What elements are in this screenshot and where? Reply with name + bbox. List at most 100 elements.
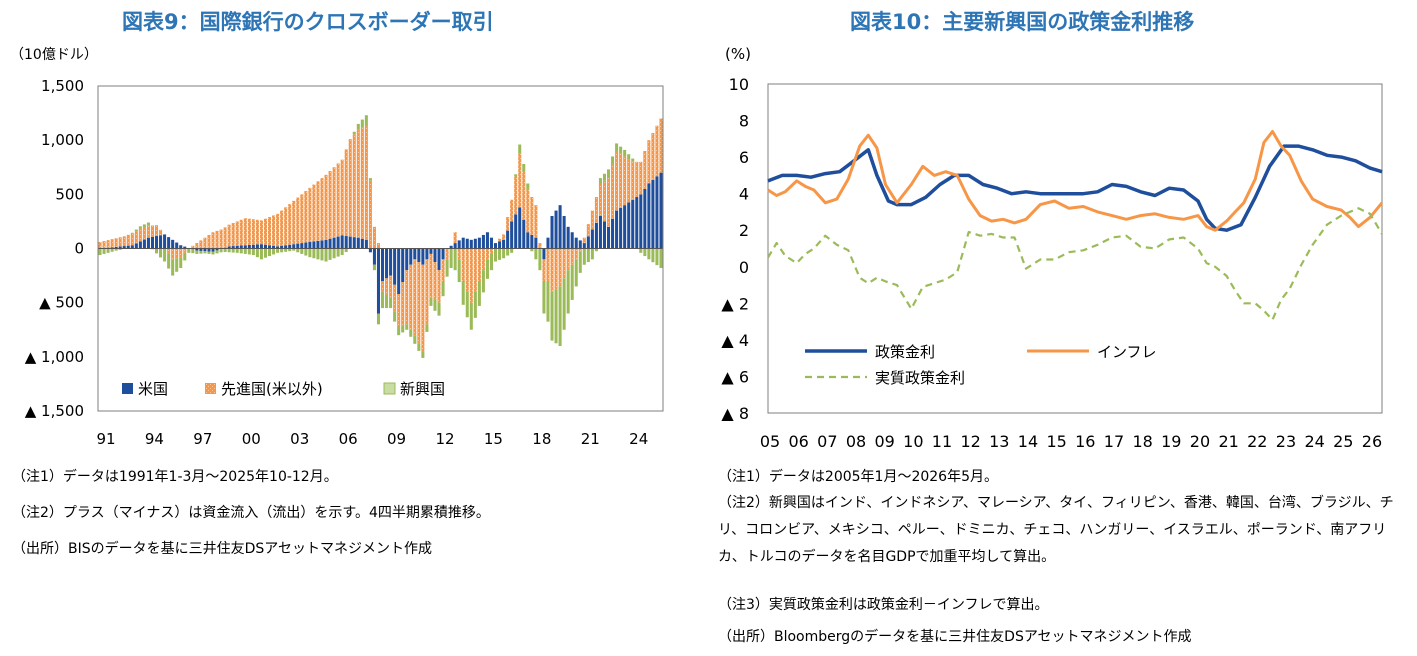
- left-bar-us: [126, 245, 130, 249]
- left-bar-emerging: [239, 248, 243, 254]
- left-bar-emerging: [247, 248, 251, 255]
- left-bar-us: [215, 248, 219, 251]
- right-x-tick-label: 10: [903, 432, 923, 451]
- left-bar-us: [304, 242, 308, 249]
- left-bar-us: [607, 226, 611, 249]
- left-bar-emerging: [389, 297, 393, 309]
- left-x-tick-label: 97: [193, 430, 212, 448]
- left-bar-us: [465, 238, 469, 249]
- left-bar-emerging: [146, 222, 150, 226]
- left-bar-us: [276, 246, 280, 249]
- left-bar-advanced: [453, 232, 457, 244]
- left-bar-us: [494, 243, 498, 249]
- right-y-tick-label: ▲ 2: [721, 294, 749, 313]
- right-plot-frame: [767, 83, 1383, 414]
- left-bar-emerging: [376, 313, 380, 325]
- left-bar-advanced: [526, 188, 530, 233]
- left-bar-emerging: [292, 248, 296, 251]
- left-bar-emerging: [530, 248, 534, 252]
- left-bar-advanced: [554, 248, 558, 290]
- left-bar-us: [167, 237, 171, 249]
- left-bar-us: [477, 237, 481, 249]
- left-bar-us: [522, 219, 526, 249]
- left-bar-advanced: [550, 248, 554, 292]
- left-bar-advanced: [344, 149, 348, 237]
- left-bar-emerging: [611, 156, 615, 165]
- left-bar-emerging: [284, 248, 288, 252]
- left-bar-us: [602, 221, 606, 249]
- left-bar-emerging: [602, 173, 606, 181]
- left-bar-us: [175, 242, 179, 249]
- left-bar-advanced: [316, 181, 320, 241]
- legend-label-emerging: 新興国: [400, 380, 445, 398]
- left-bar-us: [453, 243, 457, 249]
- left-bar-emerging: [510, 248, 514, 253]
- legend-label-real-policy-rate: 実質政策金利: [875, 369, 965, 387]
- left-bar-us: [481, 234, 485, 249]
- left-y-tick-label: ▲ 1,500: [25, 402, 84, 420]
- left-bar-us: [598, 216, 602, 249]
- left-bar-advanced: [514, 176, 518, 215]
- left-bar-us: [510, 221, 514, 249]
- left-bar-us: [413, 248, 417, 260]
- left-bar-us: [631, 199, 635, 249]
- left-bar-us: [586, 236, 590, 249]
- right-x-tick-label: 19: [1161, 432, 1181, 451]
- left-bar-us: [159, 235, 163, 249]
- left-y-tick-label: 0: [74, 240, 84, 258]
- left-bar-us: [183, 246, 187, 249]
- left-bar-advanced: [171, 248, 175, 260]
- left-bar-us: [643, 188, 647, 249]
- left-bar-us: [179, 245, 183, 249]
- left-bar-us: [627, 202, 631, 249]
- left-note-2: （注2）プラス（マイナス）は資金流入（流出）を示す。4四半期累積推移。: [12, 505, 490, 521]
- left-bar-emerging: [659, 248, 663, 268]
- left-bar-emerging: [554, 289, 558, 344]
- left-bar-emerging: [413, 335, 417, 344]
- left-bar-us: [211, 248, 215, 252]
- left-bar-emerging: [280, 248, 284, 253]
- right-x-tick-label: 08: [846, 432, 866, 451]
- left-bar-advanced: [336, 163, 340, 237]
- left-bar-advanced: [389, 275, 393, 298]
- left-bar-advanced: [489, 248, 493, 254]
- right-y-tick-label: 4: [739, 185, 749, 204]
- left-bar-advanced: [566, 248, 570, 271]
- left-bar-emerging: [534, 248, 538, 260]
- left-bar-advanced: [546, 248, 550, 281]
- right-note-4: （出所）Bloombergのデータを基に三井住友DSアセットマネジメント作成: [718, 629, 1192, 645]
- left-bar-us: [590, 229, 594, 249]
- left-bar-advanced: [530, 197, 534, 235]
- left-bar-emerging: [417, 343, 421, 351]
- right-series-line-policy-rate: [767, 144, 1383, 232]
- left-bar-us: [243, 245, 247, 249]
- left-bar-us: [247, 244, 251, 249]
- left-bar-advanced: [417, 262, 421, 344]
- left-bar-advanced: [425, 259, 429, 325]
- left-bar-emerging: [461, 281, 465, 305]
- left-bar-emerging: [441, 281, 445, 297]
- left-bar-us: [122, 246, 126, 249]
- left-bar-emerging: [445, 259, 449, 277]
- left-bar-emerging: [526, 183, 530, 189]
- left-bar-us: [130, 245, 134, 249]
- right-x-tick-label: 20: [1190, 432, 1210, 451]
- left-bar-advanced: [332, 167, 336, 238]
- left-bar-us: [300, 243, 304, 249]
- left-bar-us: [639, 194, 643, 249]
- left-y-tick-label: ▲ 500: [39, 294, 84, 312]
- left-bar-advanced: [276, 213, 280, 247]
- left-bar-us: [142, 239, 146, 249]
- left-bar-emerging: [405, 324, 409, 330]
- left-bar-advanced: [647, 140, 651, 184]
- left-bar-advanced: [223, 227, 227, 248]
- left-bar-advanced: [259, 220, 263, 245]
- left-bar-emerging: [550, 291, 554, 341]
- left-bar-us: [360, 238, 364, 249]
- left-bar-advanced: [594, 197, 598, 223]
- left-bar-us: [146, 237, 150, 249]
- left-bar-emerging: [187, 248, 191, 253]
- left-bar-us: [506, 230, 510, 249]
- left-bar-advanced: [421, 264, 425, 352]
